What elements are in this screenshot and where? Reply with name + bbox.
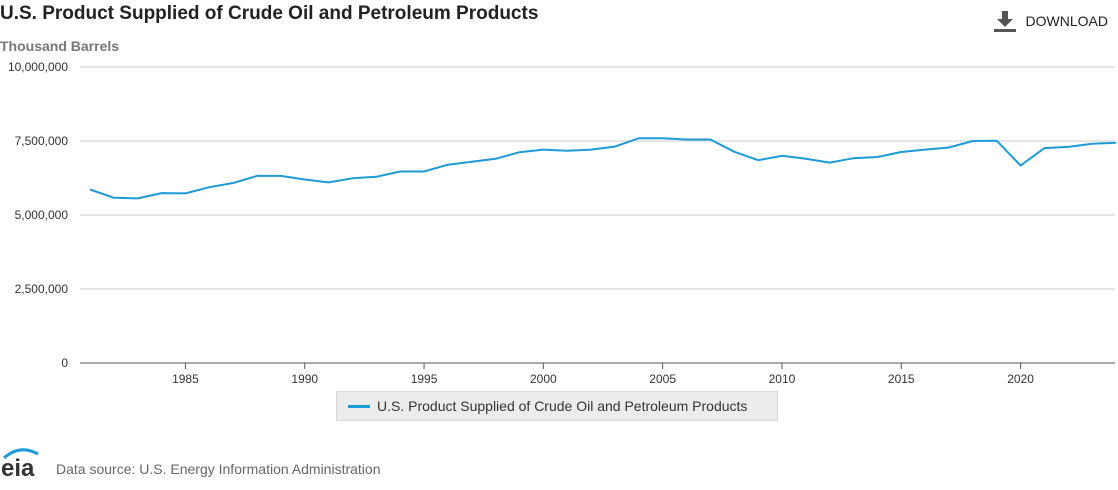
eia-logo: eia bbox=[1, 448, 39, 480]
eia-logo-text: eia bbox=[1, 455, 35, 480]
download-icon bbox=[993, 11, 1016, 32]
y-tick-label: 2,500,000 bbox=[15, 282, 69, 296]
x-tick-label: 2020 bbox=[1007, 372, 1034, 385]
legend-swatch bbox=[348, 404, 370, 408]
y-tick-label: 5,000,000 bbox=[15, 208, 69, 222]
x-tick-label: 1990 bbox=[291, 372, 318, 385]
line-chart: 0 2,500,000 5,000,000 7,500,000 10,000,000 19… bbox=[8, 60, 1117, 385]
y-axis-unit-label: Thousand Barrels bbox=[0, 38, 120, 54]
y-tick-label: 0 bbox=[61, 356, 68, 370]
x-tick-label: 2000 bbox=[530, 372, 557, 385]
legend-label: U.S. Product Supplied of Crude Oil and P… bbox=[377, 398, 748, 414]
x-tick-label: 2015 bbox=[888, 372, 915, 385]
footer: eia Data source: U.S. Energy Information… bbox=[0, 446, 380, 480]
x-tick-label: 1995 bbox=[411, 372, 438, 385]
x-tick-label: 2010 bbox=[769, 372, 796, 385]
y-tick-label: 7,500,000 bbox=[15, 134, 69, 148]
data-source-text: Data source: U.S. Energy Information Adm… bbox=[56, 461, 381, 477]
series-line bbox=[89, 137, 1117, 200]
download-label: DOWNLOAD bbox=[1025, 13, 1108, 29]
y-tick-label: 10,000,000 bbox=[8, 60, 68, 74]
x-tick-label: 1985 bbox=[172, 372, 199, 385]
x-tick-label: 2005 bbox=[649, 372, 676, 385]
legend-item[interactable]: U.S. Product Supplied of Crude Oil and P… bbox=[336, 391, 778, 421]
chart-title: U.S. Product Supplied of Crude Oil and P… bbox=[0, 3, 539, 24]
download-button[interactable]: DOWNLOAD bbox=[993, 10, 1108, 32]
